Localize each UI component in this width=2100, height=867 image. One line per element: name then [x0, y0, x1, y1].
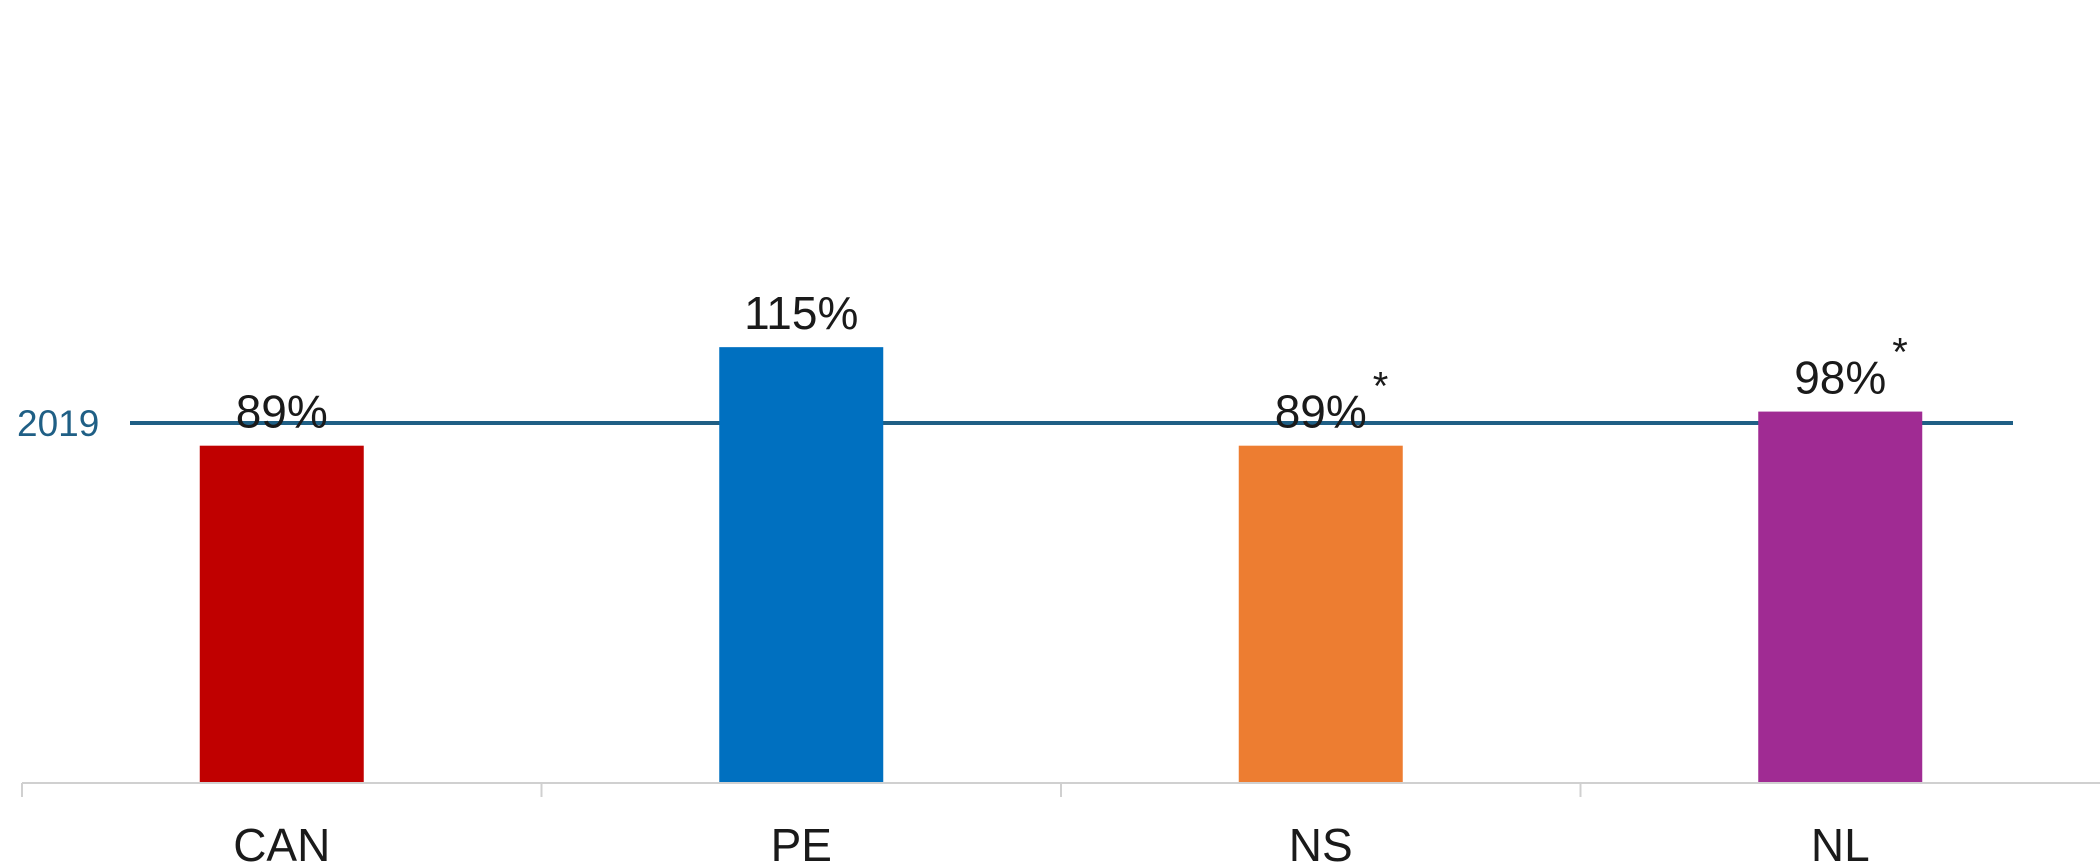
- x-axis: CAN PE NS NL: [21, 782, 2100, 867]
- bar-note-marker-ns: *: [1373, 365, 1389, 409]
- bar-value-label-pe: 115%: [744, 287, 858, 339]
- x-tick-label-can: CAN: [233, 819, 330, 867]
- bars-group: 89%115%89% * 98% *: [199, 287, 1923, 783]
- x-tick-label-nl: NL: [1811, 819, 1870, 867]
- reference-line-group: 2019: [17, 403, 2013, 444]
- bar-can: [199, 445, 364, 783]
- bar-value-label-nl: 98%: [1794, 352, 1886, 404]
- x-tick-label-ns: NS: [1289, 819, 1353, 867]
- x-tick-label-pe: PE: [771, 819, 832, 867]
- reference-line-label: 2019: [17, 403, 99, 444]
- bar-ns: [1238, 445, 1403, 783]
- bar-nl: [1758, 411, 1923, 783]
- bar-note-marker-nl: *: [1892, 331, 1908, 375]
- bar-pe: [719, 347, 884, 783]
- bar-value-label-can: 89%: [236, 386, 328, 438]
- bar-value-label-ns: 89%: [1275, 386, 1367, 438]
